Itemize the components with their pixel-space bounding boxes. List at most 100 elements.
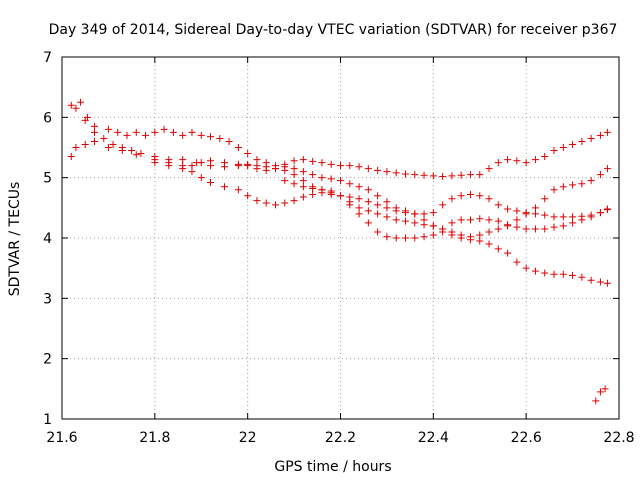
data-point-track-b: [596, 171, 604, 179]
data-point-track-a: [123, 131, 131, 139]
data-point-track-a: [197, 131, 205, 139]
data-point-track-d: [197, 159, 205, 167]
data-point-track-d: [318, 159, 326, 167]
data-point-track-a: [142, 131, 150, 139]
data-point-track-a: [476, 237, 484, 245]
data-point-track-a: [77, 98, 85, 106]
data-point-track-e: [603, 205, 611, 213]
data-point-track-b: [100, 134, 108, 142]
data-point-track-e: [401, 234, 409, 242]
y-tick-label: 5: [43, 171, 52, 187]
data-point-track-a: [513, 258, 521, 266]
data-point-track-d: [420, 171, 428, 179]
data-point-track-a: [104, 125, 112, 133]
data-point-track-e: [476, 215, 484, 223]
data-point-track-a: [504, 249, 512, 257]
data-point-track-a: [541, 269, 549, 277]
data-point-track-b: [587, 177, 595, 185]
data-point-track-e: [569, 219, 577, 227]
data-point-track-d: [253, 165, 261, 173]
data-points: [67, 98, 611, 405]
data-point-track-e: [466, 216, 474, 224]
data-point-track-d: [327, 160, 335, 168]
data-point-track-c: [420, 210, 428, 218]
data-point-track-b: [578, 180, 586, 188]
data-point-track-b: [355, 204, 363, 212]
data-point-track-a: [299, 168, 307, 176]
data-point-track-b: [420, 221, 428, 229]
data-point-track-d: [411, 171, 419, 179]
data-point-track-a: [179, 131, 187, 139]
data-point-track-a: [234, 144, 242, 151]
data-point-track-d: [262, 166, 270, 174]
data-point-track-e: [364, 219, 372, 227]
data-point-track-c: [309, 191, 317, 199]
data-point-track-a: [309, 171, 317, 179]
data-point-track-c: [504, 205, 512, 213]
data-point-track-b: [569, 181, 577, 189]
data-point-track-c: [262, 199, 270, 207]
data-point-track-c: [244, 192, 252, 200]
data-point-track-b: [128, 147, 136, 155]
data-point-track-f: [592, 397, 600, 405]
data-point-track-c: [569, 213, 577, 221]
data-point-track-a: [337, 177, 344, 185]
data-point-track-c: [132, 151, 140, 159]
data-point-track-e: [596, 209, 604, 217]
data-point-track-a: [522, 264, 530, 272]
data-point-track-c: [281, 199, 289, 207]
data-point-track-e: [392, 234, 400, 242]
data-point-track-c: [104, 144, 112, 151]
data-point-track-e: [374, 228, 382, 236]
data-point-track-e: [327, 187, 335, 195]
data-point-track-c: [448, 195, 456, 203]
axis-ticks: 21.6 21.8 22 22.2 22.4 22.6 22.8 1 2 3 4 5 6 7: [43, 50, 635, 446]
data-point-track-e: [318, 186, 326, 194]
data-point-track-e: [309, 185, 317, 193]
data-point-track-d: [466, 171, 474, 179]
data-point-track-e: [411, 234, 419, 242]
data-point-track-e: [439, 225, 447, 233]
data-point-track-e: [504, 221, 512, 229]
data-point-track-c: [531, 210, 539, 218]
data-point-track-c: [392, 207, 400, 215]
data-point-track-b: [364, 207, 372, 215]
data-point-track-a: [596, 278, 604, 286]
data-point-track-a: [318, 174, 326, 182]
y-tick-label: 6: [43, 110, 52, 126]
data-point-track-b: [81, 116, 89, 124]
data-point-track-a: [207, 133, 215, 141]
data-point-track-a: [114, 128, 122, 136]
data-point-track-e: [420, 233, 428, 241]
data-point-track-d: [457, 171, 465, 179]
data-point-track-d: [337, 162, 344, 170]
chart-title: Day 349 of 2014, Sidereal Day-to-day VTE…: [49, 22, 618, 38]
data-point-track-c: [207, 178, 215, 186]
data-point-track-d: [587, 134, 595, 142]
data-point-track-e: [587, 213, 595, 221]
data-point-track-d: [513, 157, 521, 165]
x-axis-label: GPS time / hours: [274, 459, 391, 475]
data-point-track-e: [429, 231, 437, 239]
data-point-track-a: [151, 128, 159, 136]
data-point-track-b: [374, 210, 382, 218]
data-point-track-d: [439, 172, 447, 180]
data-point-track-d: [448, 172, 456, 180]
data-point-track-e: [457, 216, 465, 224]
data-point-track-c: [118, 147, 126, 155]
data-point-track-a: [169, 128, 177, 136]
data-point-track-c: [541, 211, 549, 219]
data-point-track-a: [559, 270, 567, 278]
data-point-track-a: [290, 165, 298, 173]
data-point-track-a: [603, 279, 611, 287]
data-point-track-e: [290, 180, 298, 188]
x-tick-label: 22.6: [511, 430, 542, 446]
data-point-track-e: [578, 216, 586, 224]
data-point-track-d: [476, 171, 484, 179]
data-point-track-b: [457, 231, 465, 239]
data-point-track-c: [197, 174, 205, 182]
data-point-track-d: [374, 166, 382, 174]
data-point-track-d: [569, 140, 577, 148]
data-point-track-a: [225, 137, 233, 145]
data-point-track-c: [494, 201, 502, 209]
